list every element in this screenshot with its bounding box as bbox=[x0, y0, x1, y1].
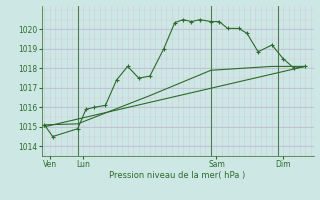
X-axis label: Pression niveau de la mer( hPa ): Pression niveau de la mer( hPa ) bbox=[109, 171, 246, 180]
